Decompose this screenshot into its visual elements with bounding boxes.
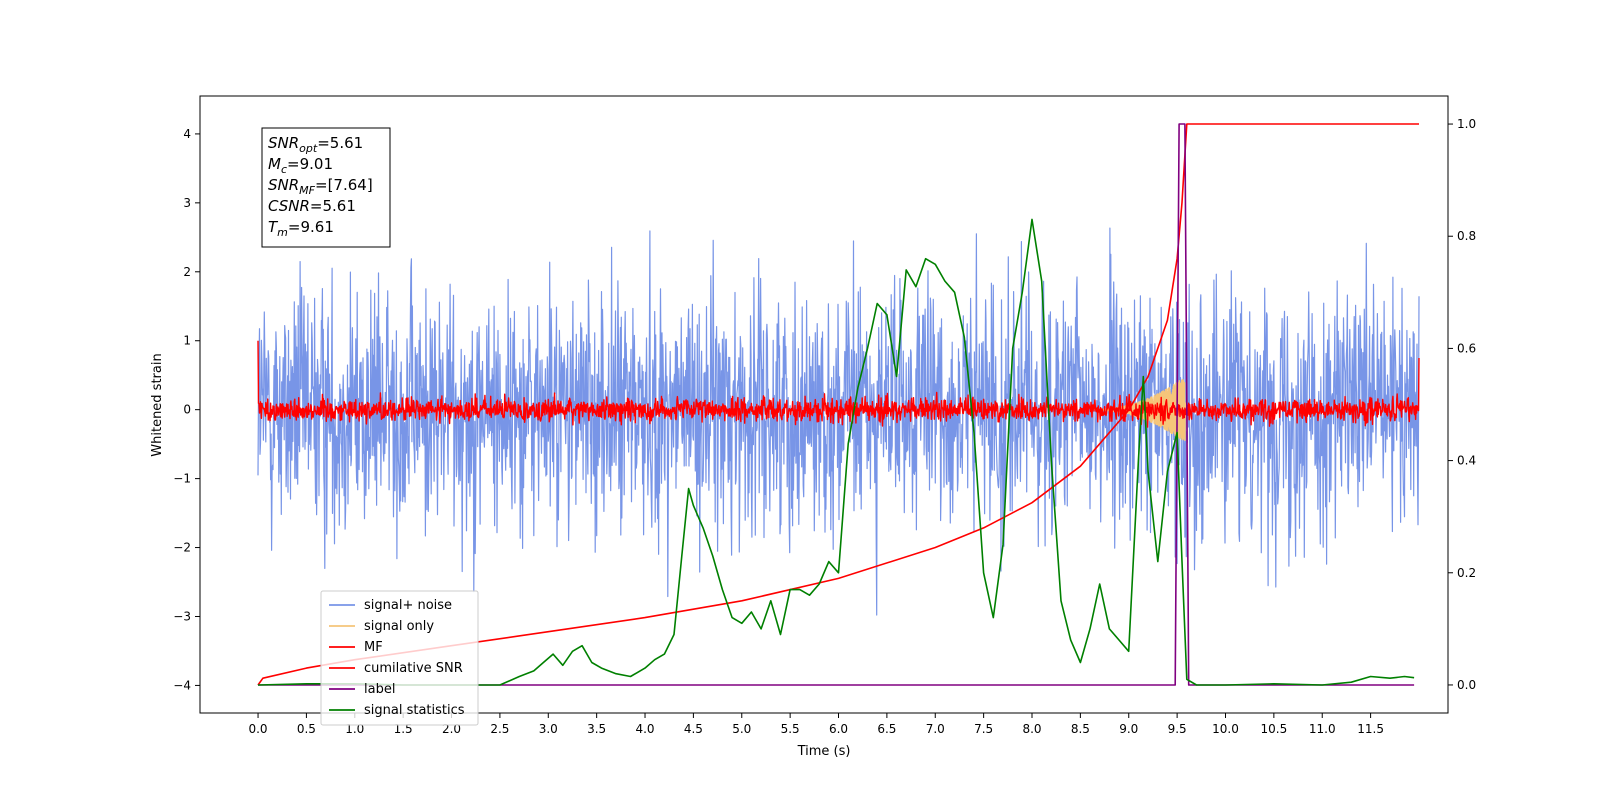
x-tick-label: 3.5 — [587, 722, 606, 736]
x-tick-label: 7.5 — [974, 722, 993, 736]
y2-tick-label: 0.0 — [1457, 678, 1476, 692]
x-tick-label: 4.0 — [635, 722, 654, 736]
y2-tick-label: 0.2 — [1457, 566, 1476, 580]
y-tick-label: −4 — [173, 678, 191, 692]
x-tick-label: 10.5 — [1261, 722, 1288, 736]
y-tick-label: −2 — [173, 541, 191, 555]
legend-label-cumilative-snr: cumilative SNR — [364, 661, 463, 676]
x-tick-label: 0.0 — [248, 722, 267, 736]
x-tick-label: 5.5 — [781, 722, 800, 736]
x-tick-label: 11.0 — [1309, 722, 1336, 736]
x-tick-label: 8.0 — [1022, 722, 1041, 736]
y-tick-label: 2 — [183, 265, 191, 279]
annotation-line: CSNR=5.61 — [268, 197, 356, 215]
series-line-signal-statistics — [257, 218, 1415, 686]
plot-frame — [199, 95, 1449, 714]
x-tick-label: 8.5 — [1071, 722, 1090, 736]
y-tick-label: 0 — [183, 403, 191, 417]
annotation-box — [261, 127, 391, 248]
y-tick-label: −3 — [173, 609, 191, 623]
x-tick-label: 3.0 — [539, 722, 558, 736]
y-axis-right: 1.0 0.8 0.6 0.4 0.2 0.0 — [1448, 117, 1476, 692]
x-tick-label: 6.0 — [829, 722, 848, 736]
legend-label-signal-noise: signal+ noise — [364, 598, 452, 613]
x-tick-label: 11.5 — [1357, 722, 1384, 736]
x-tick-label: 4.5 — [684, 722, 703, 736]
y2-tick-label: 0.8 — [1457, 229, 1476, 243]
y2-tick-label: 0.6 — [1457, 341, 1476, 355]
x-tick-label: 7.0 — [926, 722, 945, 736]
y2-tick-label: 1.0 — [1457, 117, 1476, 131]
x-tick-label: 9.5 — [1168, 722, 1187, 736]
y-tick-label: 3 — [183, 196, 191, 210]
annotation-line: Mc=9.01 — [268, 155, 333, 176]
y-tick-label: 1 — [183, 334, 191, 348]
x-tick-label: 2.5 — [490, 722, 509, 736]
legend-box — [320, 590, 479, 726]
legend: signal+ noise signal only MF cumilative SNR… — [320, 590, 479, 726]
x-tick-label: 5.0 — [732, 722, 751, 736]
legend-label-signal-statistics: signal statistics — [364, 703, 465, 718]
legend-label-signal-only: signal only — [364, 619, 434, 634]
series-line-mf — [257, 340, 1420, 428]
y2-tick-label: 0.4 — [1457, 454, 1476, 468]
legend-label-mf: MF — [364, 640, 383, 655]
x-tick-label: 9.0 — [1119, 722, 1138, 736]
y-axis-label: Whitened strain — [150, 353, 165, 456]
x-axis-label: Time (s) — [797, 744, 851, 759]
x-tick-label: 6.5 — [877, 722, 896, 736]
annotation-line: SNRMF=[7.64] — [268, 176, 373, 197]
x-tick-label: 0.5 — [297, 722, 316, 736]
x-tick-label: 10.0 — [1212, 722, 1239, 736]
legend-label-label: label — [364, 682, 395, 697]
y-tick-label: −1 — [173, 472, 191, 486]
y-tick-label: 4 — [183, 127, 191, 141]
annotation-line: Tm=9.61 — [268, 218, 334, 239]
y-axis-left: 4 3 2 1 0 −1 −2 −3 −4 — [173, 127, 200, 692]
annotation-line: SNRopt=5.61 — [268, 134, 363, 155]
